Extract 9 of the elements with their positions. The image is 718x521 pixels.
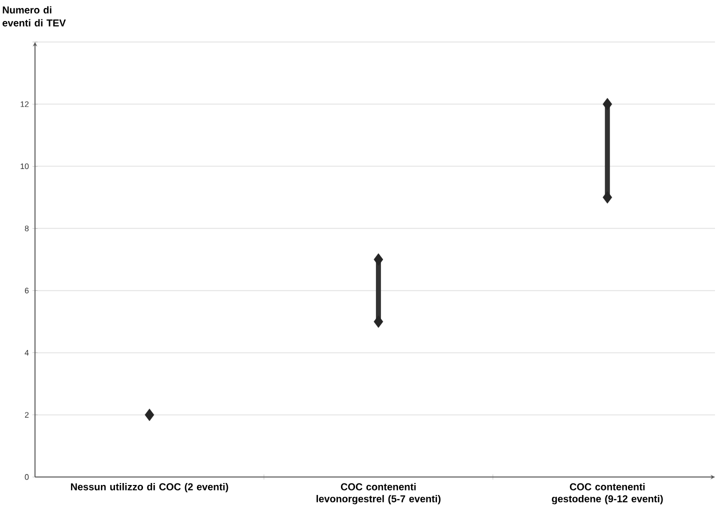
y-axis-title: Numero di eventi di TEV [2,6,66,26]
point [602,98,612,110]
x-tick-label: Nessun utilizzo di COC (2 eventi) [70,483,228,492]
x-tick-label: COC contenenti gestodene (9-12 eventi) [552,483,663,504]
point [374,253,384,266]
point [374,315,384,328]
point [602,191,612,204]
x-tick-label: COC contenenti levonorgestrel (5-7 eventi) [316,483,440,504]
point [144,408,154,422]
